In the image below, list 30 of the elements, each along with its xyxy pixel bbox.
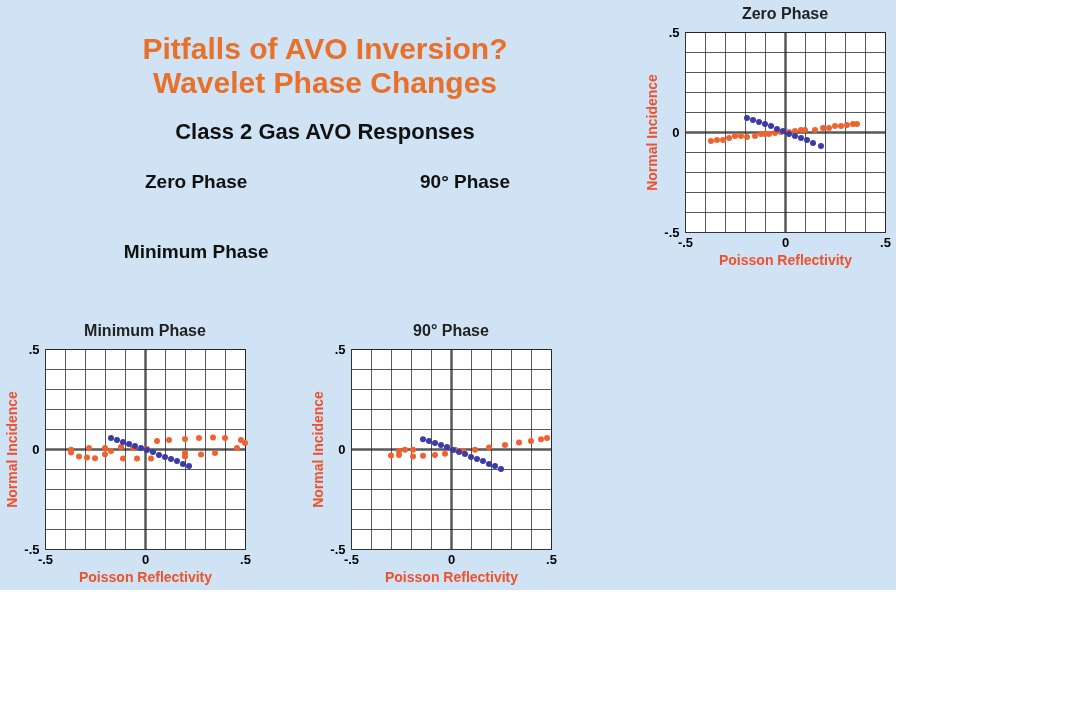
y-axis-title: Normal Incidence <box>4 390 21 508</box>
text: Wavelet Phase Changes <box>152 66 498 99</box>
x-tick-label: .5 <box>880 234 891 250</box>
y-axis-title: Normal Incidence <box>644 73 661 191</box>
x-tick-label: 0 <box>141 551 150 567</box>
y-axis-title: Normal Incidence <box>310 390 327 508</box>
text: 90° Phase <box>420 171 510 192</box>
y-tick-label: 0 <box>338 441 346 457</box>
chart-title: Minimum Phase <box>84 322 206 339</box>
x-tick-label: 0 <box>781 234 790 250</box>
x-axis-title: Poisson Reflectivity <box>718 251 853 268</box>
text: Pitfalls of AVO Inversion? <box>142 32 508 65</box>
y-tick-label: 0 <box>32 441 40 457</box>
text: Zero Phase <box>144 171 248 192</box>
chart-title: 90° Phase <box>413 322 489 339</box>
y-tick-label: -.5 <box>330 541 346 557</box>
y-tick-label: .5 <box>334 341 346 357</box>
text: Class 2 Gas AVO Responses <box>175 119 475 144</box>
x-axis-title: Poisson Reflectivity <box>78 568 213 585</box>
x-axis-title: Poisson Reflectivity <box>384 568 519 585</box>
y-tick-label: 0 <box>672 124 680 140</box>
chart-title: Zero Phase <box>741 5 829 22</box>
x-tick-label: .5 <box>546 551 557 567</box>
text: Minimum Phase <box>123 241 269 262</box>
y-tick-label: .5 <box>668 24 680 40</box>
y-tick-label: -.5 <box>24 541 40 557</box>
x-tick-label: 0 <box>447 551 456 567</box>
y-tick-label: .5 <box>28 341 40 357</box>
x-tick-label: .5 <box>240 551 251 567</box>
y-tick-label: -.5 <box>664 224 680 240</box>
